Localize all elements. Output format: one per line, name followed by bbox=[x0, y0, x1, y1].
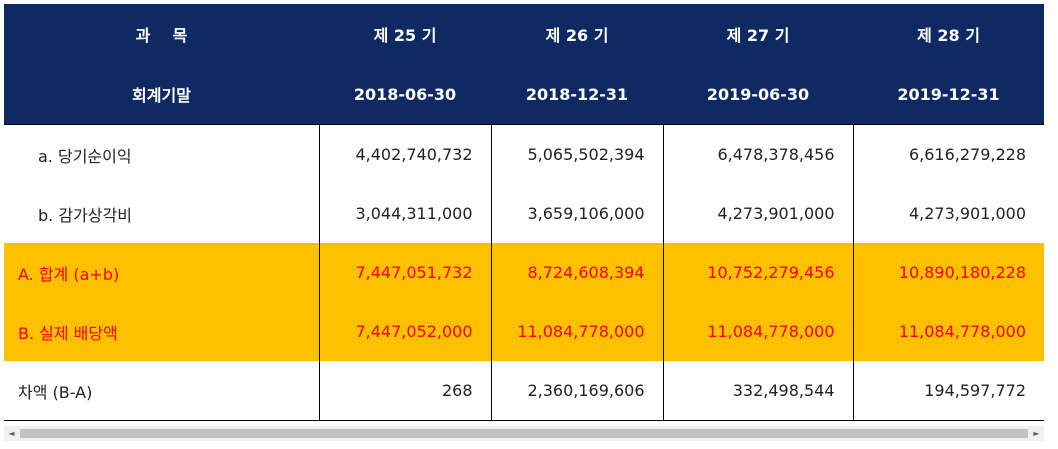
cell-value: 2,360,169,606 bbox=[491, 361, 664, 421]
scroll-right-icon[interactable]: ► bbox=[1033, 429, 1040, 438]
row-label: 차액 (B-A) bbox=[4, 361, 320, 421]
cell-value: 7,447,052,000 bbox=[319, 302, 492, 361]
cell-value: 4,402,740,732 bbox=[319, 124, 492, 184]
cell-value: 268 bbox=[319, 361, 492, 421]
cell-value: 3,044,311,000 bbox=[319, 184, 492, 243]
row-label: B. 실제 배당액 bbox=[4, 302, 320, 361]
cell-value: 6,478,378,456 bbox=[663, 124, 854, 184]
cell-value: 6,616,279,228 bbox=[908, 145, 1026, 164]
cell-value: 5,065,502,394 bbox=[491, 124, 664, 184]
table-row-net-income: a. 당기순이익 4,402,740,732 5,065,502,394 6,4… bbox=[4, 124, 1044, 184]
header-fiscal-end: 회계기말 bbox=[4, 64, 319, 125]
dividend-table: 과 목 제 25 기 제 26 기 제 27 기 제 28 기 회계기말 201… bbox=[4, 4, 1044, 421]
cell-value: 4,273,901,000 bbox=[908, 204, 1026, 223]
scrollbar-thumb[interactable] bbox=[20, 429, 1028, 438]
cell-value: 10,890,180,228 bbox=[853, 243, 1044, 302]
row-label: A. 합계 (a+b) bbox=[4, 243, 320, 302]
cell-value: 194,597,772 bbox=[853, 361, 1044, 421]
cell-value: 3,659,106,000 bbox=[491, 184, 664, 243]
table-row-actual-dividend: B. 실제 배당액 7,447,052,000 11,084,778,000 1… bbox=[4, 302, 1044, 361]
header-date-25: 2018-06-30 bbox=[319, 64, 491, 125]
table-row-depreciation: b. 감가상각비 3,044,311,000 3,659,106,000 4,2… bbox=[4, 184, 1044, 243]
cell-value: 11,084,778,000 bbox=[491, 302, 664, 361]
table-header: 과 목 제 25 기 제 26 기 제 27 기 제 28 기 회계기말 201… bbox=[4, 4, 1044, 125]
header-period-26: 제 26 기 bbox=[491, 4, 663, 64]
scroll-left-icon[interactable]: ◄ bbox=[8, 429, 15, 438]
cell-value: 11,084,778,000 bbox=[853, 302, 1044, 361]
header-row-period: 과 목 제 25 기 제 26 기 제 27 기 제 28 기 bbox=[4, 4, 1044, 64]
row-label: a. 당기순이익 bbox=[4, 124, 320, 184]
header-period-28: 제 28 기 bbox=[853, 4, 1044, 64]
cell-value: 332,498,544 bbox=[663, 361, 854, 421]
cell-value: 11,084,778,000 bbox=[663, 302, 854, 361]
header-row-date: 회계기말 2018-06-30 2018-12-31 2019-06-30 20… bbox=[4, 64, 1044, 125]
horizontal-scrollbar[interactable]: ◄ ► bbox=[4, 426, 1044, 441]
header-subject: 과 목 bbox=[4, 4, 319, 64]
header-date-27: 2019-06-30 bbox=[663, 64, 853, 125]
header-period-27: 제 27 기 bbox=[663, 4, 853, 64]
table-row-difference: 차액 (B-A) 268 2,360,169,606 332,498,544 1… bbox=[4, 361, 1044, 421]
header-date-28: 2019-12-31 bbox=[853, 64, 1044, 125]
row-label: b. 감가상각비 bbox=[4, 184, 320, 243]
header-date-26: 2018-12-31 bbox=[491, 64, 663, 125]
cell-value: 10,752,279,456 bbox=[663, 243, 854, 302]
header-period-25: 제 25 기 bbox=[319, 4, 491, 64]
cell-value: 8,724,608,394 bbox=[491, 243, 664, 302]
table-row-total: A. 합계 (a+b) 7,447,051,732 8,724,608,394 … bbox=[4, 243, 1044, 302]
cell-value: 7,447,051,732 bbox=[319, 243, 492, 302]
table-body: a. 당기순이익 4,402,740,732 5,065,502,394 6,4… bbox=[4, 124, 1044, 421]
cell-value: 4,273,901,000 bbox=[663, 184, 854, 243]
